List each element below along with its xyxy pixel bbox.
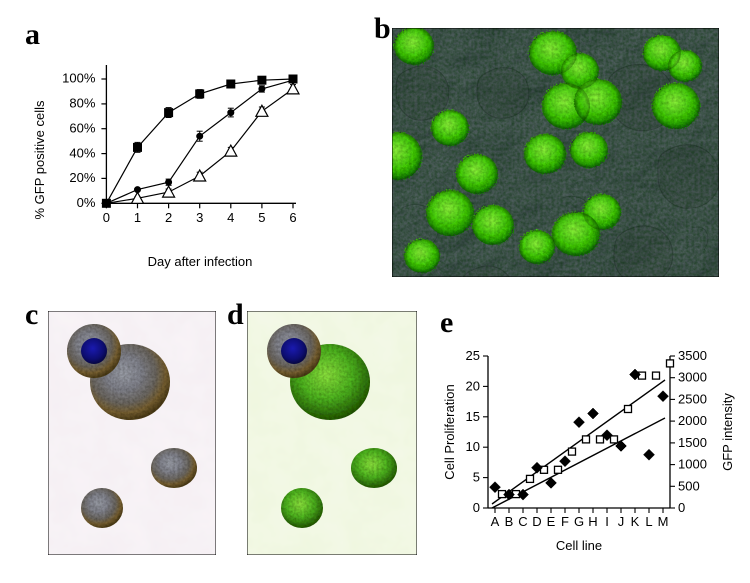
svg-text:A: A (491, 514, 500, 529)
svg-text:G: G (574, 514, 584, 529)
svg-text:J: J (618, 514, 625, 529)
svg-text:Day after infection: Day after infection (148, 254, 253, 269)
svg-text:GFP intensity: GFP intensity (720, 393, 735, 471)
svg-text:K: K (631, 514, 640, 529)
svg-text:3000: 3000 (678, 370, 707, 385)
svg-text:F: F (561, 514, 569, 529)
svg-text:E: E (547, 514, 556, 529)
svg-text:H: H (588, 514, 597, 529)
svg-text:C: C (518, 514, 527, 529)
svg-text:3: 3 (196, 210, 203, 225)
svg-text:15: 15 (466, 409, 480, 424)
svg-text:0: 0 (473, 500, 480, 515)
svg-text:0: 0 (103, 210, 110, 225)
svg-text:1: 1 (134, 210, 141, 225)
svg-text:60%: 60% (69, 121, 95, 136)
svg-text:1000: 1000 (678, 457, 707, 472)
svg-text:2: 2 (165, 210, 172, 225)
svg-text:2500: 2500 (678, 391, 707, 406)
svg-text:0%: 0% (77, 195, 96, 210)
svg-text:Cell line: Cell line (556, 538, 602, 553)
svg-text:L: L (645, 514, 652, 529)
svg-text:6: 6 (289, 210, 296, 225)
svg-text:3500: 3500 (678, 350, 707, 363)
svg-text:10: 10 (466, 439, 480, 454)
svg-text:100%: 100% (62, 71, 96, 86)
svg-text:40%: 40% (69, 146, 95, 161)
svg-text:I: I (605, 514, 609, 529)
svg-text:1500: 1500 (678, 435, 707, 450)
svg-text:M: M (658, 514, 669, 529)
svg-text:20: 20 (466, 378, 480, 393)
svg-text:500: 500 (678, 478, 700, 493)
svg-text:Cell Proliferation: Cell Proliferation (442, 384, 457, 479)
svg-text:25: 25 (466, 350, 480, 363)
svg-text:4: 4 (227, 210, 234, 225)
svg-text:0: 0 (678, 500, 685, 515)
svg-text:B: B (505, 514, 514, 529)
svg-text:2000: 2000 (678, 413, 707, 428)
svg-text:20%: 20% (69, 170, 95, 185)
svg-text:80%: 80% (69, 96, 95, 111)
svg-text:5: 5 (258, 210, 265, 225)
svg-text:5: 5 (473, 470, 480, 485)
svg-text:% GFP positive cells: % GFP positive cells (32, 100, 47, 219)
svg-text:D: D (532, 514, 541, 529)
